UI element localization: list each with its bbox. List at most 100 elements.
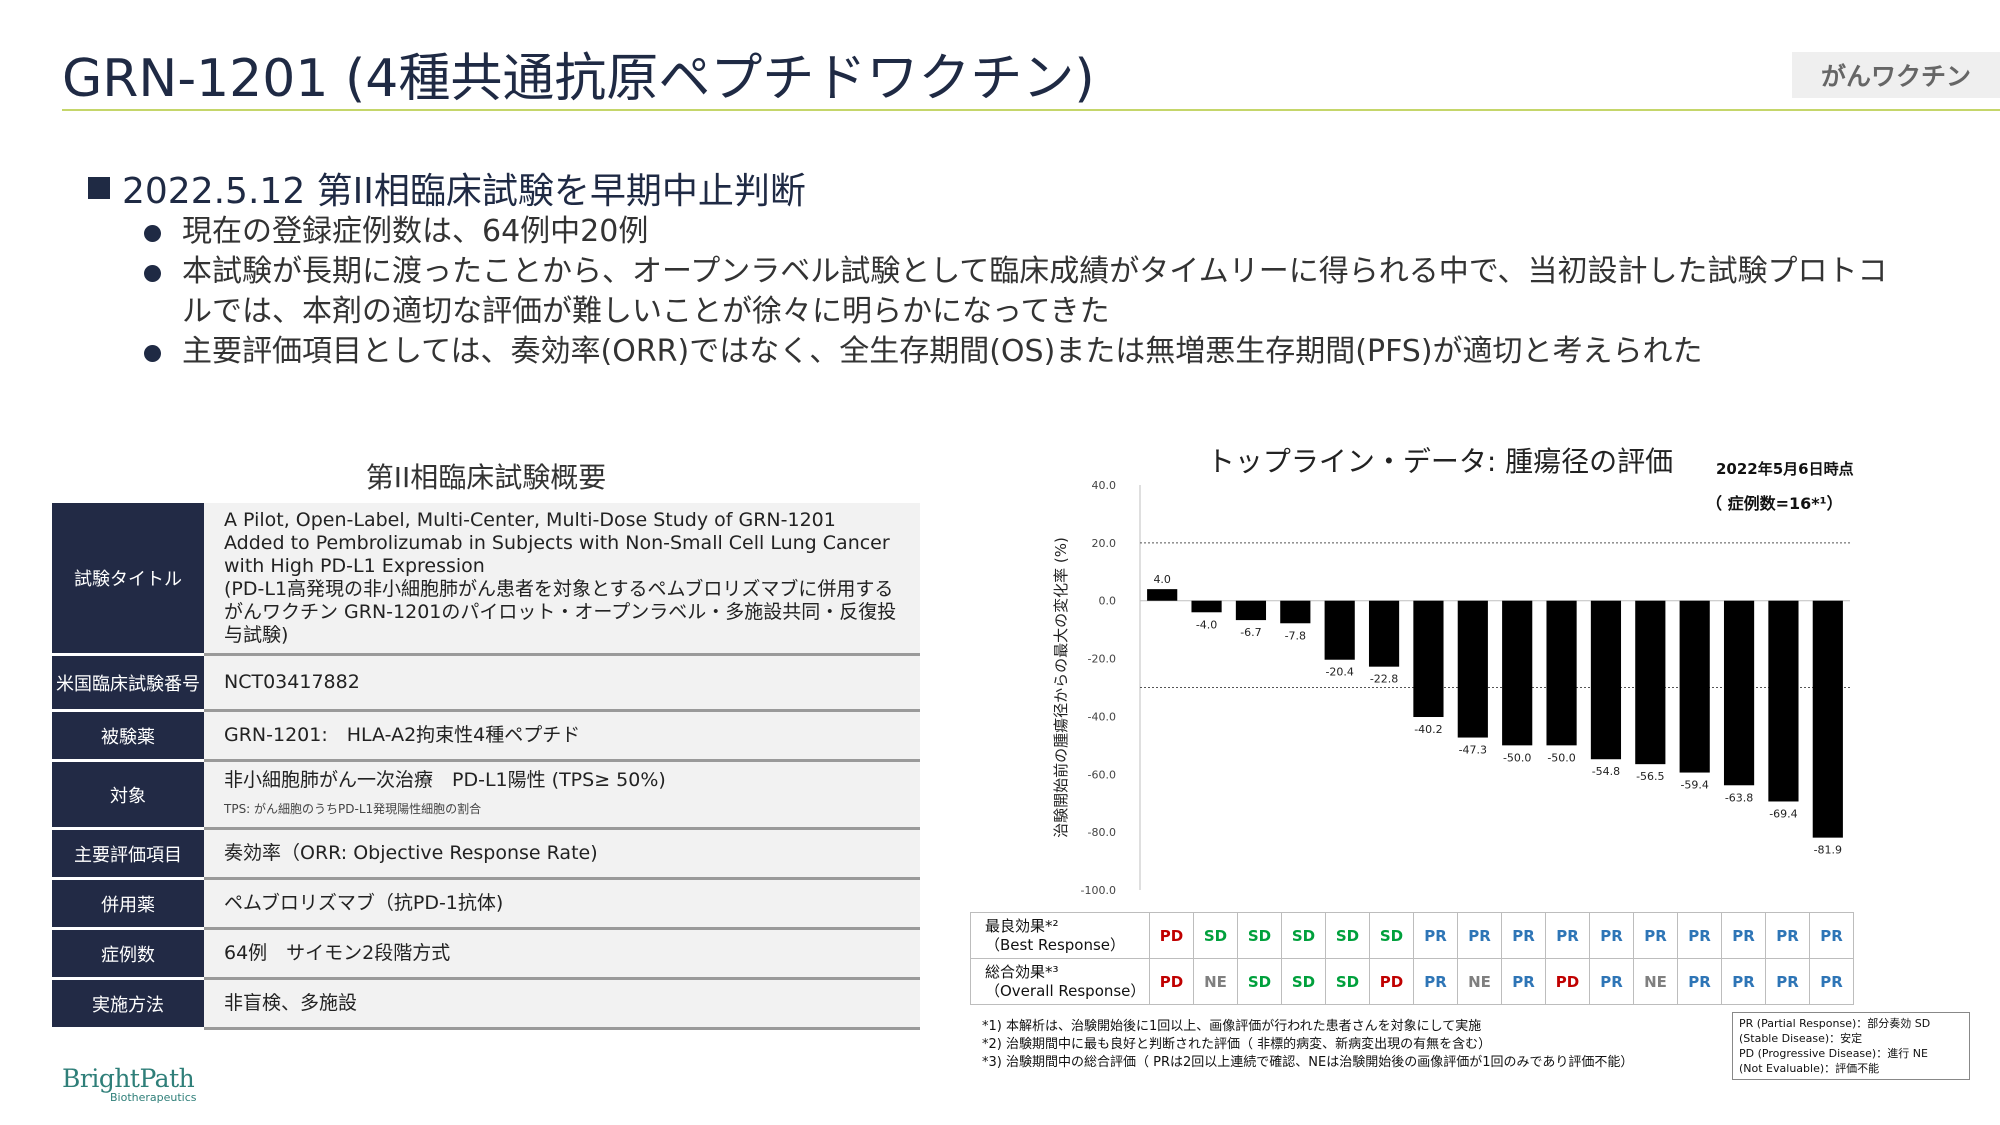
bar: [1502, 600, 1533, 746]
overall-response-cell: PR: [1677, 958, 1722, 1005]
bar-data-label: -7.8: [1285, 629, 1306, 642]
overview-title: 第II相臨床試験概要: [365, 461, 607, 494]
best-response-cell: SD: [1369, 912, 1414, 959]
bar-data-label: -54.8: [1592, 765, 1620, 778]
bar-data-label: -40.2: [1414, 723, 1442, 736]
best-response-cell: PR: [1589, 912, 1634, 959]
footnote: *2) 治験期間中に最も良好と判断された評価（ 非標的病変、新病変出現の有無を含…: [982, 1037, 1492, 1052]
row-value: NCT03417882: [204, 654, 920, 712]
bar-data-label: -47.3: [1459, 744, 1487, 757]
best-response-cell: SD: [1325, 912, 1370, 959]
table-row: 試験タイトル A Pilot, Open-Label, Multi-Center…: [52, 503, 920, 656]
date-note: 2022年5月6日時点: [1716, 460, 1854, 478]
best-response-cell: PR: [1501, 912, 1546, 959]
overall-response-cell: SD: [1237, 958, 1282, 1005]
bar-data-label: -63.8: [1725, 791, 1753, 804]
best-response-cell: PR: [1545, 912, 1590, 959]
company-logo: BrightPath Biotherapeutics: [62, 1064, 197, 1104]
y-tick-label: -80.0: [1088, 826, 1116, 839]
case-count-note: （ 症例数=16*¹）: [1706, 494, 1843, 513]
y-tick-label: -100.0: [1081, 884, 1116, 897]
bar-data-label: -56.5: [1636, 770, 1664, 783]
summary-heading-text: 2022.5.12 第II相臨床試験を早期中止判断: [122, 171, 806, 212]
bar-data-label: -50.0: [1547, 751, 1575, 764]
bar: [1368, 600, 1400, 667]
row-value: GRN-1201: HLA-A2拘束性4種ペプチド: [204, 710, 920, 762]
legend-line: PD (Progressive Disease)：進行 NE: [1739, 1047, 1928, 1060]
overall-response-cell: PD: [1149, 958, 1194, 1005]
row-label: 実施方法: [52, 978, 204, 1030]
bar-data-label: -6.7: [1240, 626, 1261, 639]
row-label: 被験薬: [52, 710, 204, 762]
bar: [1147, 589, 1178, 601]
best-sub-text: （Best Response）: [985, 935, 1126, 954]
y-tick-label: -60.0: [1088, 768, 1116, 781]
study-title-ja: (PD-L1高発現の非小細胞肺がん患者を対象とするペムブロリズマブに併用するがん…: [224, 578, 897, 646]
bar: [1191, 600, 1222, 613]
logo-name: BrightPath: [62, 1064, 195, 1093]
overall-response-cell: PR: [1589, 958, 1634, 1005]
bullet-dot-icon: [144, 345, 161, 362]
best-response-cell: SD: [1281, 912, 1326, 959]
best-response-label: 最良効果*² （Best Response）: [970, 912, 1150, 959]
row-label: 症例数: [52, 928, 204, 980]
y-tick-label: -40.0: [1088, 710, 1116, 723]
best-response-cell: PD: [1149, 912, 1194, 959]
bar: [1457, 600, 1488, 738]
overall-response-cell: PR: [1765, 958, 1810, 1005]
tps-note: TPS: がん細胞のうちPD-L1発現陽性細胞の割合: [224, 801, 482, 816]
bullet-item: 本試験が長期に渡ったことから、オープンラベル試験として臨床成績がタイムリーに得ら…: [140, 252, 1900, 332]
bar-data-label: 4.0: [1153, 573, 1171, 586]
bar-data-label: -4.0: [1196, 618, 1217, 631]
row-label: 米国臨床試験番号: [52, 654, 204, 712]
bar-data-label: -69.4: [1769, 807, 1797, 820]
bar: [1235, 600, 1267, 621]
footnote: *1) 本解析は、治験開始後に1回以上、画像評価が行われた患者さんを対象にして実…: [982, 1019, 1482, 1034]
best-response-cell: SD: [1193, 912, 1238, 959]
overall-response-cell: PR: [1413, 958, 1458, 1005]
logo-sub: Biotherapeutics: [110, 1091, 197, 1104]
square-bullet-icon: [88, 177, 110, 199]
bar-data-label: -50.0: [1503, 751, 1531, 764]
y-axis-label: 治験開始前の腫瘍径からの最大の変化率 (%): [1052, 537, 1070, 838]
overall-response-cell: PR: [1501, 958, 1546, 1005]
bar-data-label: -20.4: [1325, 666, 1353, 679]
overview-table: 試験タイトル A Pilot, Open-Label, Multi-Center…: [52, 503, 920, 1030]
bullet-text: 本試験が長期に渡ったことから、オープンラベル試験として臨床成績がタイムリーに得ら…: [182, 254, 1888, 329]
best-response-row: 最良効果*² （Best Response） PD SD SD SD SD SD PR PR PR…: [970, 912, 1854, 959]
bar: [1413, 600, 1444, 718]
study-title-en: A Pilot, Open-Label, Multi-Center, Multi…: [224, 509, 890, 577]
summary-heading: 2022.5.12 第II相臨床試験を早期中止判断: [88, 162, 806, 214]
row-label: 対象: [52, 760, 204, 830]
row-value: 非小細胞肺がん一次治療 PD-L1陽性 (TPS≥ 50%) TPS: がん細胞の…: [204, 760, 920, 830]
table-row: 主要評価項目 奏効率（ORR: Objective Response Rate): [52, 828, 920, 880]
table-row: 米国臨床試験番号 NCT03417882: [52, 654, 920, 712]
overall-response-cell: SD: [1281, 958, 1326, 1005]
bullet-item: 現在の登録症例数は、64例中20例: [140, 212, 1900, 252]
overall-label-text: 総合効果*³: [985, 962, 1059, 981]
bullet-item: 主要評価項目としては、奏効率(ORR)ではなく、全生存期間(OS)または無増悪生…: [140, 332, 1900, 372]
overall-response-cell: NE: [1457, 958, 1502, 1005]
row-value: 64例 サイモン2段階方式: [204, 928, 920, 980]
table-row: 症例数 64例 サイモン2段階方式: [52, 928, 920, 980]
overall-response-cell: SD: [1325, 958, 1370, 1005]
bar: [1768, 600, 1799, 802]
bullet-text: 現在の登録症例数は、64例中20例: [182, 214, 649, 249]
bar-data-label: -81.9: [1814, 844, 1842, 857]
legend-line: (Stable Disease)：安定: [1739, 1032, 1863, 1045]
bar-data-label: -22.8: [1370, 673, 1398, 686]
bar: [1723, 600, 1755, 786]
bar: [1280, 600, 1311, 624]
y-tick-label: 0.0: [1099, 595, 1117, 608]
row-label: 併用薬: [52, 878, 204, 930]
overall-response-cell: PD: [1545, 958, 1590, 1005]
row-label: 試験タイトル: [52, 503, 204, 656]
overall-response-label: 総合効果*³ （Overall Response）: [970, 958, 1150, 1005]
table-row: 併用薬 ペムブロリズマブ（抗PD-1抗体): [52, 878, 920, 930]
category-tag: がんワクチン: [1792, 52, 2000, 98]
overall-response-cell: NE: [1193, 958, 1238, 1005]
footnote: *3) 治験期間中の総合評価（ PRは2回以上連続で確認、NEは治験開始後の画像…: [982, 1055, 1634, 1070]
y-tick-label: -20.0: [1088, 653, 1116, 666]
table-row: 対象 非小細胞肺がん一次治療 PD-L1陽性 (TPS≥ 50%) TPS: がん…: [52, 760, 920, 830]
bar: [1635, 600, 1666, 765]
